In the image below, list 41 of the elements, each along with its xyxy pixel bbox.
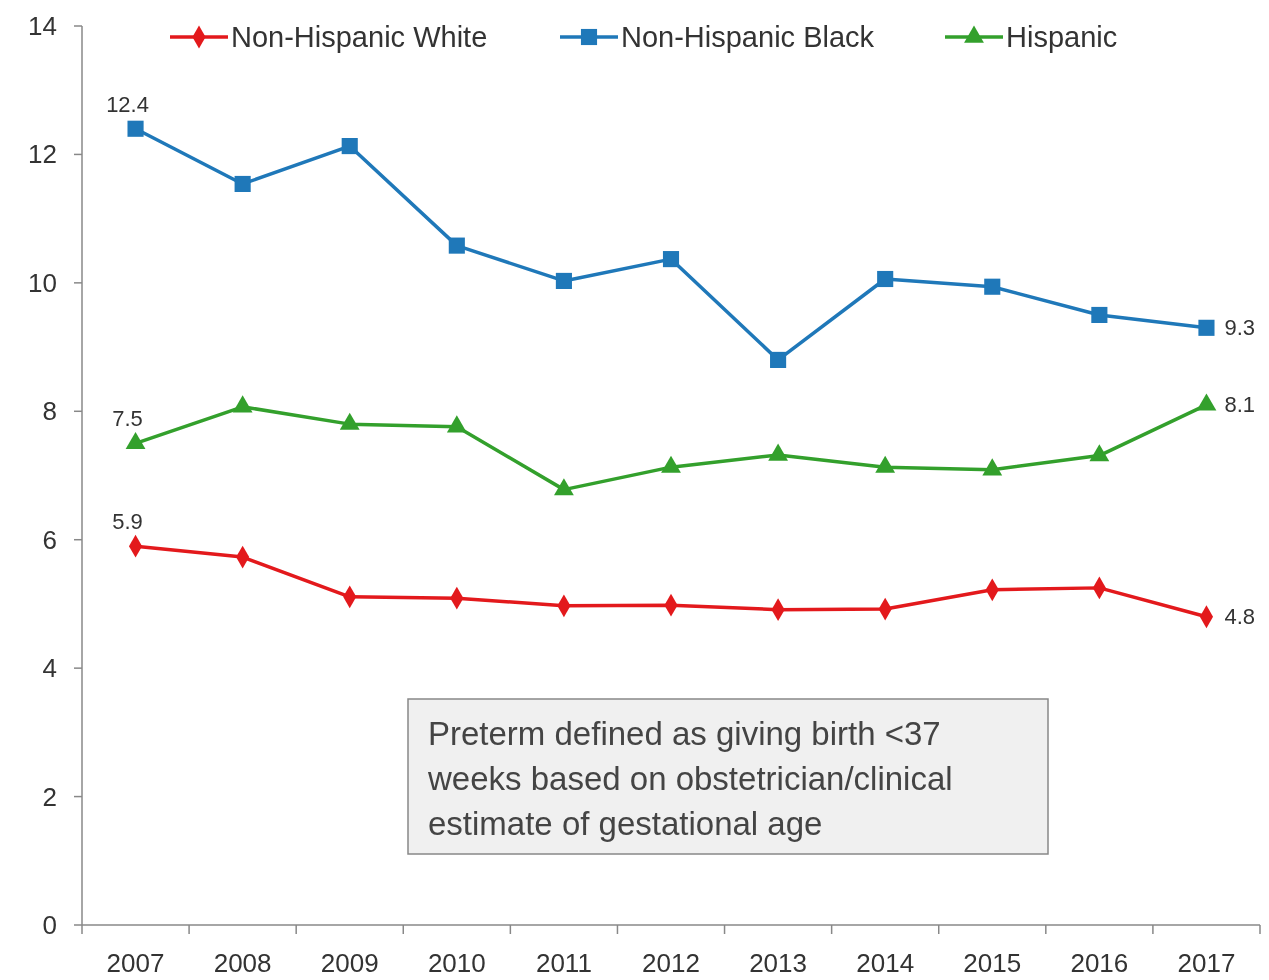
y-tick-label: 8 [42,396,57,427]
x-tick-label: 2010 [427,948,486,978]
data-label: 12.4 [106,91,149,117]
x-tick-label: 2009 [320,948,379,978]
x-tick-label: 2017 [1177,948,1236,978]
y-tick-label: 10 [28,267,57,298]
note-box: Preterm defined as giving birth <37 weeks based on obstetrician/clinical estimate of gestational age [407,698,1049,855]
x-tick-label: 2015 [963,948,1022,978]
data-label: 4.8 [1224,603,1256,629]
y-tick-label: 14 [28,11,57,41]
point [448,237,465,254]
x-tick-label: 2014 [856,948,915,978]
y-tick-label: 6 [42,524,57,555]
x-tick-label: 2011 [535,948,592,978]
data-label: 9.3 [1224,314,1256,340]
data-label: 7.5 [112,406,143,432]
x-tick-label: 2016 [1070,948,1129,978]
point [1091,306,1108,324]
x-tick-label: 2008 [213,948,272,978]
x-tick-label: 2007 [106,948,165,978]
point [127,120,144,137]
point [662,251,680,268]
legend-label: Hispanic [1006,21,1118,53]
annotation: Preterm defined as giving birth <37 weeks based on obstetrician/clinical estimate of gestational age [427,715,953,842]
data-label: 8.1 [1224,391,1256,417]
point [770,351,787,368]
point [984,278,1001,295]
legend-label: Non-Hispanic White [231,21,488,53]
point [877,270,894,288]
y-tick-label: 0 [42,910,57,940]
point [1198,319,1215,336]
data-label: 5.9 [112,509,143,535]
point [234,175,251,193]
x-tick-label: 2012 [642,948,700,978]
y-tick-label: 2 [42,781,57,812]
x-tick-label: 2013 [749,948,808,978]
point [341,138,358,155]
y-tick-label: 12 [28,139,57,170]
y-tick-label: 4 [42,653,57,684]
point [555,272,572,289]
legend-label: Non-Hispanic Black [621,21,875,53]
